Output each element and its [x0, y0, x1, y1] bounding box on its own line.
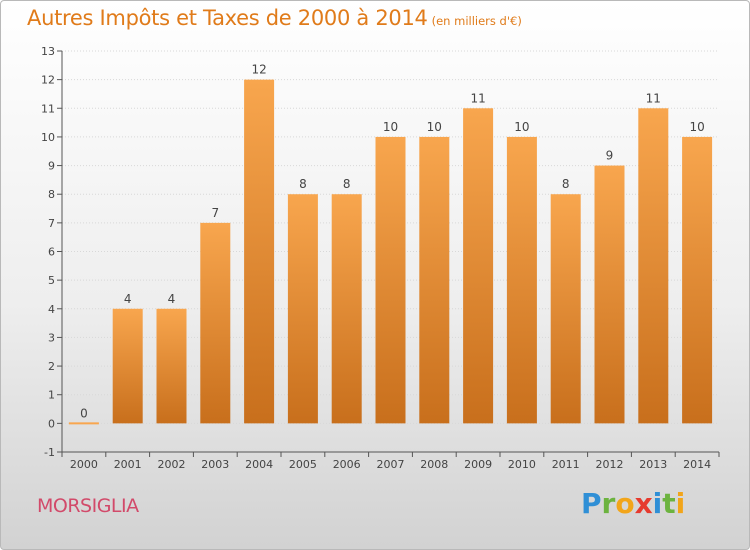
- logo-letter: P: [581, 487, 602, 520]
- y-tick-label: 11: [41, 102, 55, 115]
- data-label-2005: 8: [299, 177, 307, 191]
- logo-letter: t: [662, 487, 676, 520]
- y-tick-label: 5: [48, 274, 55, 287]
- chart-title-text: Autres Impôts et Taxes de 2000 à 2014: [27, 6, 428, 30]
- y-tick-label: 12: [41, 74, 55, 87]
- bar-2003: [200, 222, 231, 424]
- logo-letter: i: [652, 487, 663, 520]
- y-tick-label: 8: [48, 188, 55, 201]
- chart-subtitle: (en milliers d'€): [431, 14, 522, 28]
- x-tick-label-2001: 2001: [114, 458, 142, 471]
- data-label-2003: 7: [211, 206, 219, 220]
- x-tick-label-2003: 2003: [201, 458, 229, 471]
- bar-2001: [112, 308, 143, 424]
- data-label-2004: 12: [251, 63, 266, 77]
- data-label-2014: 10: [689, 120, 704, 134]
- bar-2013: [638, 108, 669, 424]
- data-label-2008: 10: [427, 120, 442, 134]
- x-tick-label-2012: 2012: [596, 458, 624, 471]
- bar-2004: [244, 79, 275, 424]
- x-tick-label-2006: 2006: [333, 458, 361, 471]
- logo-letter: i: [675, 487, 686, 520]
- logo-letter: x: [634, 487, 653, 520]
- bar-2009: [463, 108, 494, 424]
- x-tick-label-2013: 2013: [639, 458, 667, 471]
- x-tick-label-2011: 2011: [552, 458, 580, 471]
- y-tick-label: 9: [48, 160, 55, 173]
- y-tick-label: 2: [48, 360, 55, 373]
- bar-2000: [68, 422, 99, 425]
- y-tick-label: 4: [48, 303, 55, 316]
- chart-title: Autres Impôts et Taxes de 2000 à 2014 (en…: [27, 6, 522, 30]
- bar-2005: [287, 194, 318, 424]
- x-tick-label-2009: 2009: [464, 458, 492, 471]
- data-labels: 0 4 4 7 12 8 8 10 10 11 10 8 9 11 10: [80, 63, 705, 421]
- x-tick-label-2007: 2007: [377, 458, 405, 471]
- bars: [68, 79, 713, 425]
- bar-2006: [331, 194, 362, 424]
- y-tick-label: 10: [41, 131, 55, 144]
- logo-letter: o: [615, 487, 635, 520]
- x-tick-label-2010: 2010: [508, 458, 536, 471]
- y-tick-label: 3: [48, 331, 55, 344]
- proxiti-logo: Proxiti: [581, 487, 685, 520]
- bar-2007: [375, 136, 406, 424]
- y-tick-label: 0: [48, 417, 55, 430]
- data-label-2002: 4: [168, 292, 176, 306]
- x-tick-label-2014: 2014: [683, 458, 711, 471]
- data-label-2013: 11: [646, 91, 661, 105]
- x-tick-label-2008: 2008: [420, 458, 448, 471]
- x-tick-label-2000: 2000: [70, 458, 98, 471]
- bar-2008: [419, 136, 450, 424]
- y-tick-label: 1: [48, 389, 55, 402]
- x-tick-label-2004: 2004: [245, 458, 273, 471]
- logo-letter: r: [601, 487, 616, 520]
- data-label-2006: 8: [343, 177, 351, 191]
- bar-2002: [156, 308, 187, 424]
- bar-2014: [682, 136, 713, 424]
- bar-2012: [594, 165, 625, 424]
- bar-2011: [550, 194, 581, 424]
- x-tick-label-2005: 2005: [289, 458, 317, 471]
- y-tick-label: 6: [48, 246, 55, 259]
- data-label-2011: 8: [562, 177, 570, 191]
- data-label-2012: 9: [606, 149, 614, 163]
- data-label-2001: 4: [124, 292, 132, 306]
- data-label-2009: 11: [470, 91, 485, 105]
- data-label-2007: 10: [383, 120, 398, 134]
- data-label-2010: 10: [514, 120, 529, 134]
- y-tick-label: 7: [48, 217, 55, 230]
- x-tick-label-2002: 2002: [158, 458, 186, 471]
- commune-name: MORSIGLIA: [37, 495, 139, 517]
- bar-2010: [506, 136, 537, 424]
- y-tick-label: 13: [41, 45, 55, 58]
- data-label-2000: 0: [80, 406, 88, 420]
- y-tick-label: -1: [44, 446, 55, 459]
